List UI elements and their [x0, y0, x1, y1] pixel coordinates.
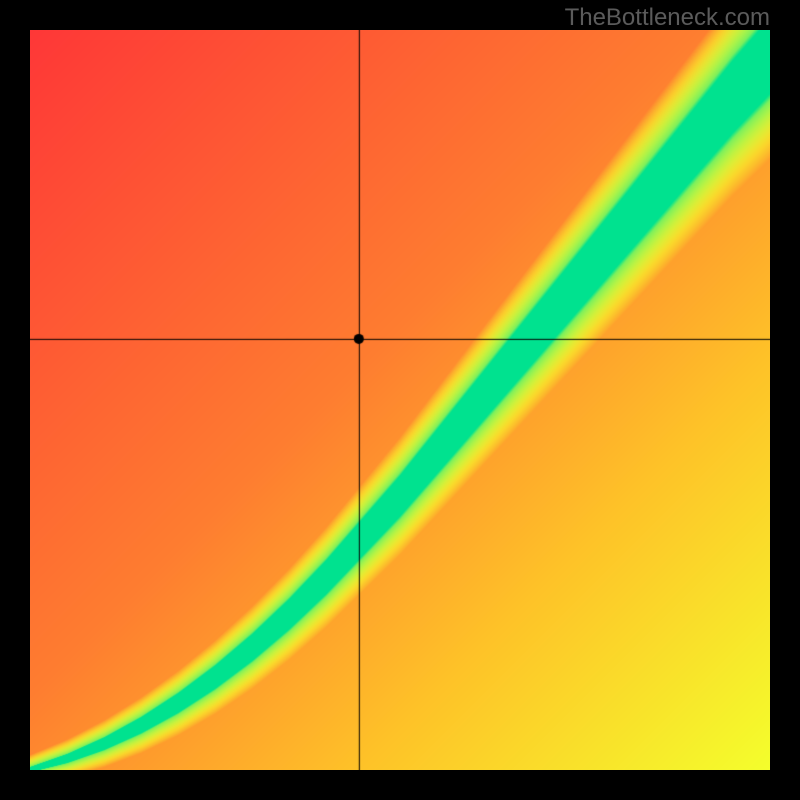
heatmap-canvas: [30, 30, 770, 770]
watermark-text: TheBottleneck.com: [565, 4, 770, 32]
chart-frame: TheBottleneck.com: [0, 0, 800, 800]
heatmap-plot: [30, 30, 770, 770]
